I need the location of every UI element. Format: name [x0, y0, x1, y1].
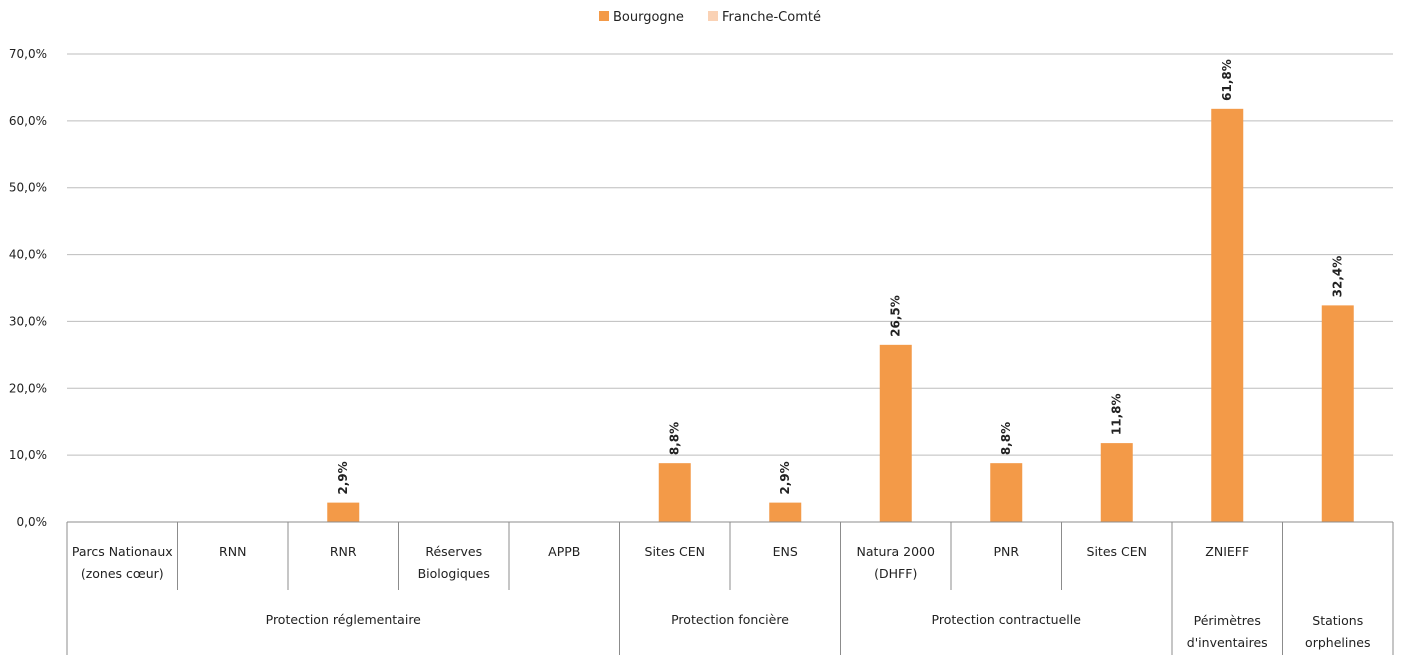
bar: [769, 502, 802, 522]
category-label: Sites CEN: [1087, 544, 1147, 559]
y-tick-label: 10,0%: [9, 448, 47, 462]
x-axis-table: Parcs Nationaux (zones cœur) RNN RNR Réserve…: [66, 521, 1394, 655]
category-label: APPB: [548, 544, 580, 559]
category-label: ENS: [773, 544, 798, 559]
group-label: Périmètres: [1194, 613, 1261, 628]
y-tick-label: 70,0%: [9, 47, 47, 61]
y-tick-label: 30,0%: [9, 314, 47, 328]
y-tick-label: 50,0%: [9, 181, 47, 195]
y-axis: 0,0% 10,0% 20,0% 30,0% 40,0% 50,0% 60,0% 70,0%: [9, 47, 47, 529]
data-label: 32,4%: [1331, 256, 1345, 298]
group-label: orphelines: [1305, 635, 1370, 650]
gridlines: [67, 53, 1393, 456]
data-label: 2,9%: [778, 461, 792, 494]
bar: [658, 463, 691, 522]
legend-label: Bourgogne: [613, 10, 684, 25]
category-label: Sites CEN: [645, 544, 705, 559]
category-label: PNR: [993, 544, 1019, 559]
category-label: Biologiques: [418, 566, 490, 581]
y-tick-label: 60,0%: [9, 114, 47, 128]
legend-label: Franche-Comté: [722, 10, 821, 25]
legend: Bourgogne Franche-Comté: [599, 10, 821, 25]
data-label: 26,5%: [889, 295, 903, 337]
y-tick-label: 20,0%: [9, 381, 47, 395]
y-tick-label: 40,0%: [9, 248, 47, 262]
category-label: RNR: [330, 544, 357, 559]
category-label: Parcs Nationaux: [72, 544, 173, 559]
bar: [327, 502, 360, 522]
group-label: Stations: [1312, 613, 1363, 628]
data-label: 11,8%: [1110, 393, 1124, 435]
category-label: RNN: [219, 544, 246, 559]
legend-swatch: [599, 11, 609, 21]
data-label: 2,9%: [336, 461, 350, 494]
category-label: ZNIEFF: [1205, 544, 1249, 559]
group-label: Protection foncière: [671, 612, 789, 627]
group-label: d'inventaires: [1187, 635, 1268, 650]
bars: 2,9% 8,8% 2,9% 26,5% 8,8% 11,8% 61,8% 32,4%: [327, 59, 1354, 522]
legend-swatch: [708, 11, 718, 21]
bar: [1211, 108, 1244, 522]
group-label: Protection contractuelle: [932, 612, 1082, 627]
category-label: (zones cœur): [81, 566, 164, 581]
category-label: Natura 2000: [857, 544, 935, 559]
data-label: 8,8%: [668, 422, 682, 455]
data-label: 61,8%: [1220, 59, 1234, 101]
category-label: (DHFF): [874, 566, 917, 581]
category-label: Réserves: [425, 544, 482, 559]
group-label: Protection réglementaire: [266, 612, 422, 627]
bar: [990, 463, 1023, 522]
data-label: 8,8%: [999, 422, 1013, 455]
y-tick-label: 0,0%: [17, 515, 48, 529]
bar: [1321, 305, 1354, 522]
bar: [1100, 443, 1133, 522]
bar: [879, 344, 912, 522]
